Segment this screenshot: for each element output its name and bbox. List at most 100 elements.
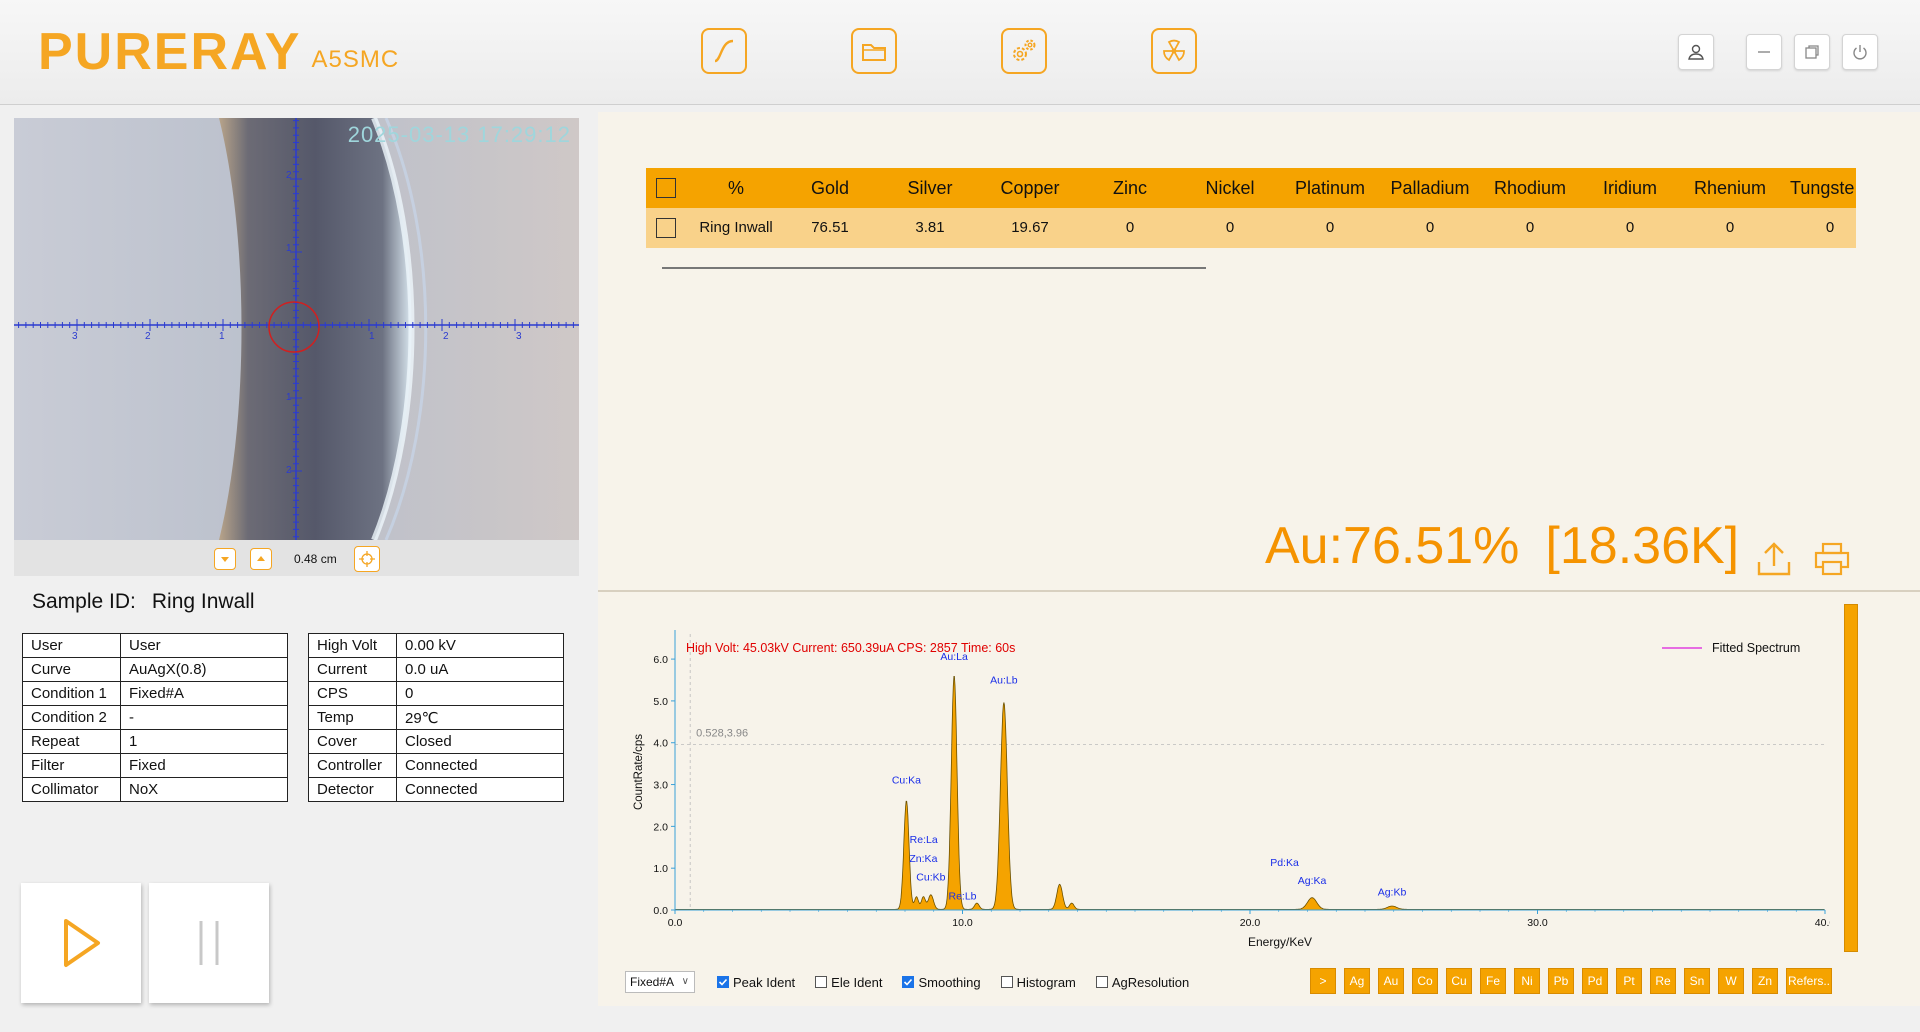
element-button-cu[interactable]: Cu [1446, 968, 1472, 994]
results-header-row: % Gold Silver Copper Zinc Nickel Platinu… [646, 168, 1856, 208]
element-button-pt[interactable]: Pt [1616, 968, 1642, 994]
camera-panel: 3 2 1 1 2 3 2 1 1 2 2025-03-13 17:29:12 [14, 118, 579, 576]
peak-ident-toggle[interactable]: Peak Ident [717, 975, 795, 990]
info-row: Filter Fixed [22, 753, 288, 778]
ele-ident-toggle[interactable]: Ele Ident [815, 975, 882, 990]
element-button-pd[interactable]: Pd [1582, 968, 1608, 994]
spectrum-chart[interactable]: 0.0 10.0 20.0 30.0 40.0 0.0 1.0 2.0 3.0 4.0 5.0 6.0… [620, 620, 1830, 955]
histogram-toggle[interactable]: Histogram [1000, 975, 1076, 990]
results-data-row[interactable]: Ring Inwall 76.51 3.81 19.67 0 0 0 0 0 0… [646, 208, 1856, 248]
element-button-zn[interactable]: Zn [1752, 968, 1778, 994]
y-tick-label: 5.0 [653, 696, 668, 708]
element-button-au[interactable]: Au [1378, 968, 1404, 994]
status-value: 0 [396, 681, 564, 706]
condition-select-value: Fixed#A [630, 975, 675, 989]
info-key: Curve [22, 657, 121, 682]
y-tick-label: 1.0 [653, 863, 668, 875]
element-button-ag[interactable]: Ag [1344, 968, 1370, 994]
power-button[interactable] [1842, 34, 1878, 70]
checkbox-label: Peak Ident [733, 974, 796, 990]
info-row: Collimator NoX [22, 777, 288, 802]
y-tick-label: 0.0 [653, 905, 668, 917]
results-cell: 0 [1525, 219, 1535, 236]
curve-button[interactable] [701, 28, 747, 74]
status-key: Current [308, 657, 397, 682]
camera-view[interactable]: 3 2 1 1 2 3 2 1 1 2 2025-03-13 17:29:12 [14, 118, 579, 540]
element-buttons: > Ag Au Co Cu Fe Ni Pb Pd Pt Re Sn W Zn … [1310, 968, 1832, 994]
smoothing-toggle[interactable]: Smoothing [902, 974, 981, 990]
device-status-table: High Volt 0.00 kV Current 0.0 uA CPS 0 Temp… [308, 633, 564, 802]
move-up-button[interactable] [250, 548, 272, 570]
info-value: AuAgX(0.8) [120, 657, 288, 682]
element-button-ni[interactable]: Ni [1514, 968, 1540, 994]
user-button[interactable] [1678, 34, 1714, 70]
spectrum-options: Fixed#A ∨ Peak Ident Ele Ident Smoothing… [625, 968, 1209, 996]
ag-resolution-toggle[interactable]: AgResolution [1095, 974, 1190, 990]
status-value: 29℃ [396, 705, 564, 730]
check-icon [904, 978, 913, 986]
checkbox-unchecked[interactable] [1000, 976, 1013, 988]
y-tick-label: 2.0 [653, 821, 668, 833]
gold-content-value: Au:76.51% [1265, 517, 1520, 575]
info-row: User User [22, 633, 288, 658]
checkbox-checked[interactable] [902, 976, 915, 988]
settings-button[interactable] [1001, 28, 1047, 74]
legend-label: Fitted Spectrum [1712, 641, 1800, 655]
side-drawer-handle[interactable] [1844, 604, 1858, 952]
peak-label: Cu:Ka [892, 775, 921, 787]
focus-button[interactable] [354, 546, 380, 572]
check-icon [718, 978, 728, 986]
element-button-w[interactable]: W [1718, 968, 1744, 994]
refers-button[interactable]: Refers.. [1786, 968, 1832, 994]
checkbox-unchecked[interactable] [815, 976, 828, 988]
pause-button[interactable] [149, 883, 269, 1003]
element-button-pb[interactable]: Pb [1548, 968, 1574, 994]
checkbox-unchecked[interactable] [1095, 976, 1108, 988]
ruler-label: 1 [286, 392, 292, 403]
peak-label: Re:Lb [948, 891, 976, 903]
x-tick-label: 20.0 [1240, 917, 1261, 929]
element-button-re[interactable]: Re [1650, 968, 1676, 994]
status-value: Closed [396, 729, 564, 754]
results-cell: Ring Inwall [699, 219, 773, 236]
status-row: Temp 29℃ [308, 705, 564, 730]
ruler-label: 1 [219, 331, 225, 342]
minimize-button[interactable] [1746, 34, 1782, 70]
status-row: Cover Closed [308, 729, 564, 754]
element-button-fe[interactable]: Fe [1480, 968, 1506, 994]
row-checkbox[interactable] [656, 218, 676, 238]
spectrum-line [675, 676, 1825, 910]
results-header-cell: Rhodium [1493, 178, 1567, 198]
power-icon [1853, 45, 1867, 60]
results-header-cell: % [727, 178, 744, 198]
condition-select[interactable]: Fixed#A ∨ [625, 971, 695, 993]
print-button[interactable] [1812, 540, 1852, 578]
move-down-button[interactable] [214, 548, 236, 570]
element-button-co[interactable]: Co [1412, 968, 1438, 994]
export-button[interactable] [1754, 540, 1794, 578]
status-row: CPS 0 [308, 681, 564, 706]
status-key: Detector [308, 777, 397, 802]
results-horizontal-scrollbar[interactable] [662, 267, 1206, 269]
info-key: Repeat [22, 729, 121, 754]
start-button[interactable] [21, 883, 141, 1003]
select-all-checkbox[interactable] [656, 178, 676, 198]
info-key: Condition 1 [22, 681, 121, 706]
open-folder-button[interactable] [851, 28, 897, 74]
checkbox-checked[interactable] [717, 976, 729, 988]
results-header-cell: Silver [907, 178, 953, 198]
element-button-sn[interactable]: Sn [1684, 968, 1710, 994]
cursor-readout: 0.528,3.96 [696, 727, 748, 739]
status-key: CPS [308, 681, 397, 706]
peak-label: Zn:Ka [909, 853, 937, 865]
curve-icon [714, 39, 734, 63]
status-row: Detector Connected [308, 777, 564, 802]
restore-button[interactable] [1794, 34, 1830, 70]
checkbox-label: Smoothing [918, 974, 981, 990]
radiation-button[interactable] [1151, 28, 1197, 74]
results-header-cell: Gold [810, 178, 850, 198]
y-axis-label: CountRate/cps [633, 734, 645, 810]
checkbox-label: AgResolution [1111, 974, 1190, 990]
element-button-expand[interactable]: > [1310, 968, 1336, 994]
